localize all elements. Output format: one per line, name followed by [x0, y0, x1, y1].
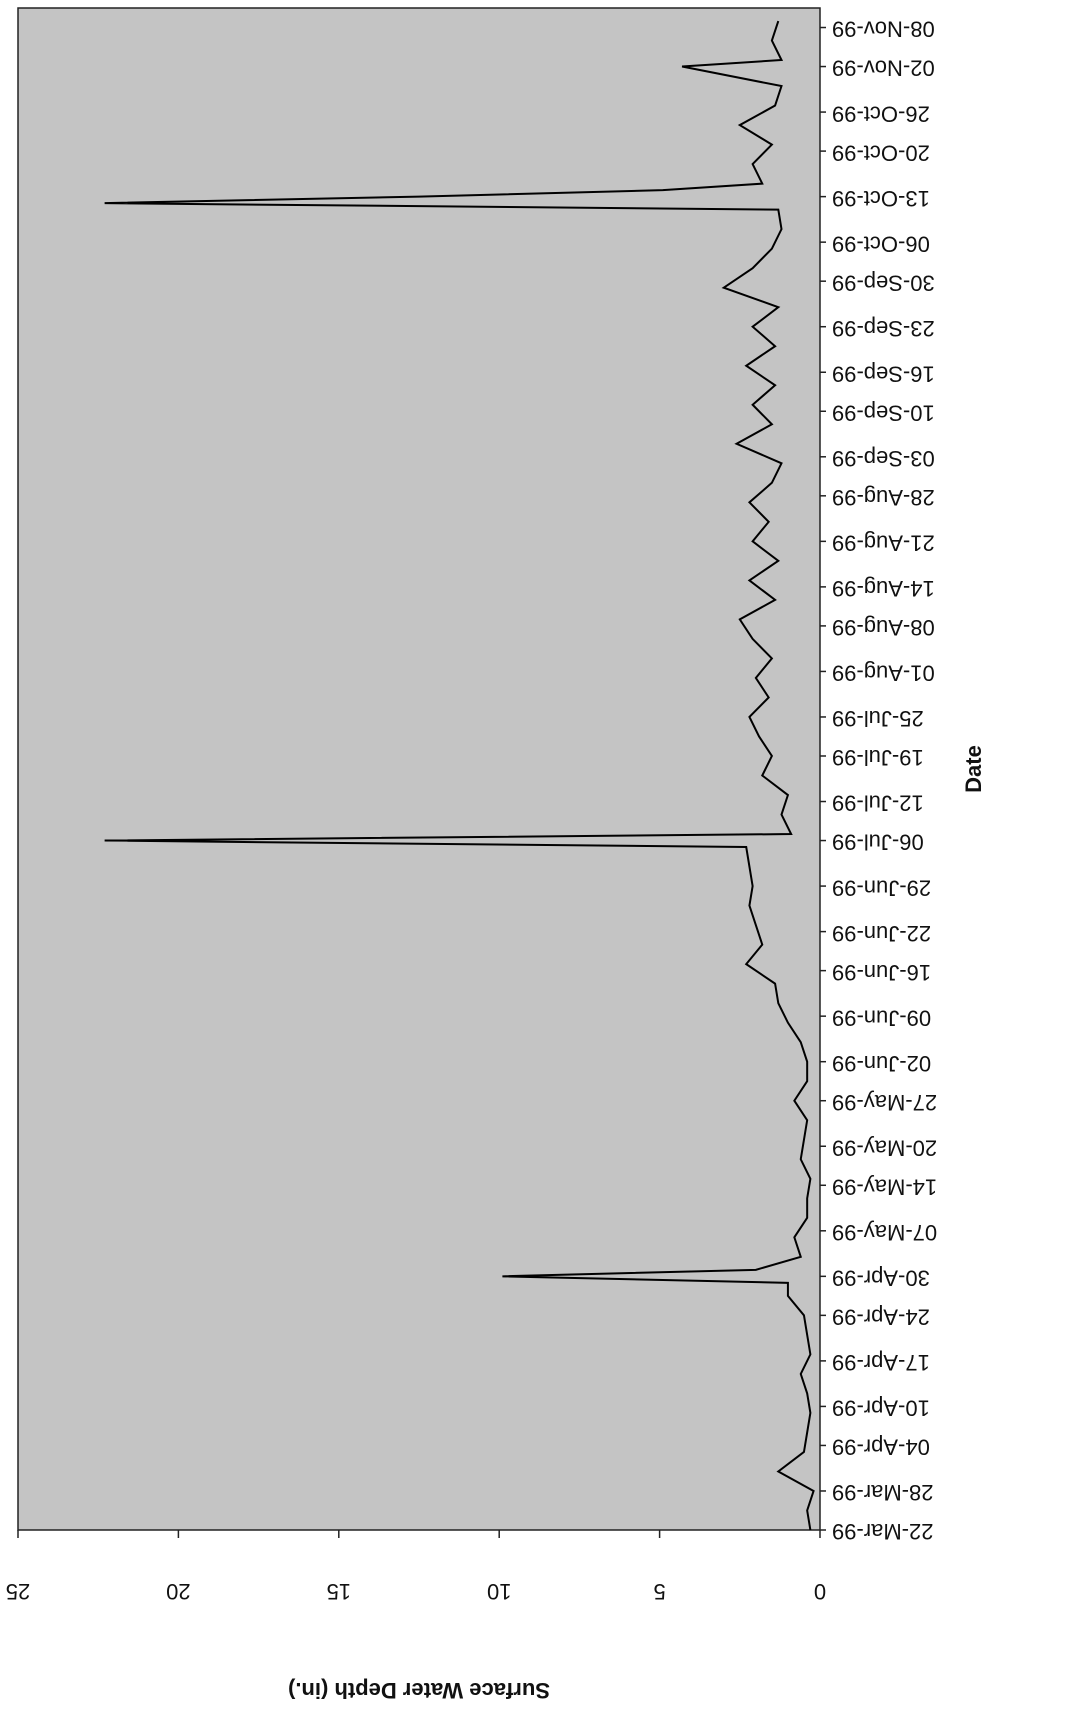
- x-tick-label: 28-Mar-99: [832, 1480, 933, 1505]
- x-tick-label: 08-Nov-99: [832, 17, 935, 42]
- x-tick-label: 25-Jul-99: [832, 706, 924, 731]
- y-tick-label: 20: [166, 1579, 190, 1604]
- x-tick-label: 22-Mar-99: [832, 1519, 933, 1544]
- x-tick-label: 28-Aug-99: [832, 485, 935, 510]
- x-tick-label: 07-May-99: [832, 1220, 937, 1245]
- x-tick-label: 16-Sep-99: [832, 361, 935, 386]
- rotated-chart: 0 5 10 15 20 25 22-Mar-99 28-Mar-99 04-Apr-99 10-…: [6, 7, 986, 1703]
- y-tick-label: 10: [487, 1579, 511, 1604]
- x-axis-title: Date: [961, 745, 986, 793]
- data-line: [104, 20, 815, 1531]
- x-tick-label: 16-Jun-99: [832, 960, 931, 985]
- x-tick-label: 26-Oct-99: [832, 101, 930, 126]
- y-tick-label: 25: [6, 1579, 30, 1604]
- x-tick-label: 02-Jun-99: [832, 1051, 931, 1076]
- x-tick-label: 08-Aug-99: [832, 615, 935, 640]
- x-tick-label: 22-Jun-99: [832, 921, 931, 946]
- x-tick-label: 14-May-99: [832, 1174, 937, 1199]
- x-tick-label: 14-Aug-99: [832, 576, 935, 601]
- x-tick-label: 30-Apr-99: [832, 1266, 930, 1291]
- x-tick-label: 23-Sep-99: [832, 316, 935, 341]
- y-axis-title: Surface Water Depth (in.): [288, 1678, 550, 1703]
- x-tick-label: 13-Oct-99: [832, 186, 930, 211]
- x-tick-label: 10-Apr-99: [832, 1396, 930, 1421]
- x-tick-label: 02-Nov-99: [832, 56, 935, 81]
- x-tick-label: 20-May-99: [832, 1135, 937, 1160]
- x-tick-label: 17-Apr-99: [832, 1350, 930, 1375]
- x-tick-label: 03-Sep-99: [832, 446, 935, 471]
- x-tick-label: 29-Jun-99: [832, 875, 931, 900]
- y-tick-label: 0: [814, 1579, 826, 1604]
- x-tick-label: 01-Aug-99: [832, 661, 935, 686]
- x-tick-label: 10-Sep-99: [832, 400, 935, 425]
- y-tick-label: 15: [327, 1579, 351, 1604]
- x-tick-label: 09-Jun-99: [832, 1005, 931, 1030]
- x-tick-label: 21-Aug-99: [832, 531, 935, 556]
- x-tick-label: 20-Oct-99: [832, 140, 930, 165]
- x-tick-label: 24-Apr-99: [832, 1305, 930, 1330]
- y-tick-label: 5: [653, 1579, 665, 1604]
- x-tick-label: 19-Jul-99: [832, 745, 924, 770]
- x-tick-label: 04-Apr-99: [832, 1435, 930, 1460]
- x-tick-label: 27-May-99: [832, 1090, 937, 1115]
- x-tick-label: 30-Sep-99: [832, 270, 935, 295]
- x-tick-label: 12-Jul-99: [832, 791, 924, 816]
- plot-area: [17, 7, 821, 1531]
- x-tick-label: 06-Jul-99: [832, 830, 924, 855]
- x-tick-label: 06-Oct-99: [832, 231, 930, 256]
